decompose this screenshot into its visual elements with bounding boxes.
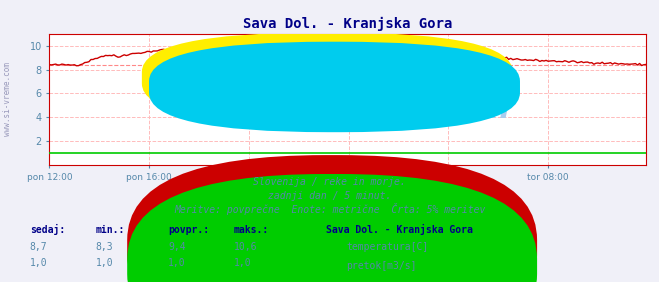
Text: 1,0: 1,0 (168, 259, 186, 268)
Text: www.si-vreme.com: www.si-vreme.com (3, 62, 13, 136)
Text: povpr.:: povpr.: (168, 225, 209, 235)
Text: pretok[m3/s]: pretok[m3/s] (346, 261, 416, 272)
Text: temperatura[C]: temperatura[C] (346, 242, 428, 252)
Text: 9,4: 9,4 (168, 242, 186, 252)
Text: www.si-vreme.com: www.si-vreme.com (185, 95, 511, 124)
Text: min.:: min.: (96, 225, 125, 235)
Text: sedaj:: sedaj: (30, 224, 65, 235)
Text: 10,6: 10,6 (234, 242, 258, 252)
FancyBboxPatch shape (142, 32, 513, 123)
Text: 1,0: 1,0 (30, 259, 47, 268)
Text: 8,3: 8,3 (96, 242, 113, 252)
Text: Meritve: povprečne  Enote: metrične  Črta: 5% meritev: Meritve: povprečne Enote: metrične Črta:… (174, 203, 485, 215)
Text: Slovenija / reke in morje.: Slovenija / reke in morje. (253, 177, 406, 187)
FancyBboxPatch shape (149, 42, 520, 132)
Title: Sava Dol. - Kranjska Gora: Sava Dol. - Kranjska Gora (243, 17, 452, 31)
Text: Sava Dol. - Kranjska Gora: Sava Dol. - Kranjska Gora (326, 224, 473, 235)
Text: 8,7: 8,7 (30, 242, 47, 252)
Text: zadnji dan / 5 minut.: zadnji dan / 5 minut. (268, 191, 391, 201)
Text: 1,0: 1,0 (234, 259, 252, 268)
Text: maks.:: maks.: (234, 225, 269, 235)
Text: 1,0: 1,0 (96, 259, 113, 268)
